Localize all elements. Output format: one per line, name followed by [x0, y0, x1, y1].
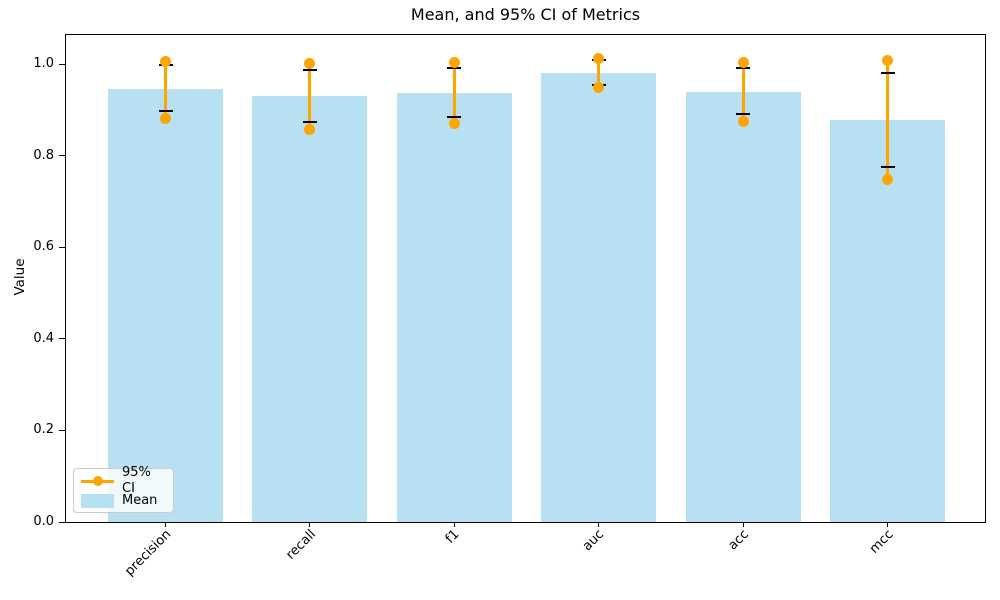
ci-dot-low-recall	[304, 123, 316, 135]
errorbar-cap-low-precision	[158, 110, 173, 113]
x-tick-mark	[598, 522, 600, 527]
legend-label-ci: 95% CI	[122, 465, 151, 496]
bar-precision	[108, 89, 223, 522]
ci-line-auc	[597, 58, 601, 88]
errorbar-cap-low-mcc	[880, 165, 895, 168]
ci-line-marker-icon	[81, 476, 114, 486]
mean-patch-marker-icon	[81, 493, 114, 508]
x-tick-label-mcc: mcc	[866, 527, 897, 557]
y-tick-label: 0.8	[33, 147, 54, 163]
errorbar-cap-high-acc	[736, 66, 751, 69]
plot-area	[65, 34, 986, 523]
ci-line-acc	[741, 62, 745, 122]
x-tick-mark	[309, 522, 311, 527]
errorbar-cap-high-recall	[302, 69, 317, 72]
ci-dot-low-f1	[448, 118, 460, 130]
x-tick-label-acc: acc	[725, 527, 752, 554]
ci-dot-high-precision	[160, 56, 171, 68]
ci-dot-low-precision	[160, 112, 171, 124]
legend-label-mean: Mean	[122, 492, 158, 508]
legend: 95% CI Mean	[73, 465, 174, 513]
y-tick-mark	[59, 338, 65, 340]
x-tick-label-f1: f1	[443, 527, 463, 547]
bar-mcc	[830, 120, 945, 522]
errorbar-cap-low-acc	[736, 113, 751, 116]
ci-line-f1	[452, 62, 456, 124]
x-tick-mark	[742, 522, 744, 527]
ci-dot-low-auc	[593, 82, 605, 94]
y-tick-mark	[59, 429, 65, 431]
x-tick-label-precision: precision	[122, 527, 175, 580]
errorbar-cap-high-f1	[447, 66, 462, 69]
ci-dot-high-mcc	[882, 55, 893, 67]
y-tick-mark	[59, 155, 65, 157]
x-tick-mark	[887, 522, 888, 527]
y-tick-mark	[59, 521, 65, 523]
chart-title: Mean, and 95% CI of Metrics	[410, 5, 641, 24]
ci-dot-high-auc	[593, 53, 605, 64]
bar-f1	[396, 92, 512, 522]
y-tick-label: 0.0	[33, 514, 54, 529]
ci-line-recall	[308, 63, 312, 130]
ci-dot-high-acc	[737, 56, 749, 68]
y-tick-mark	[59, 246, 65, 248]
ci-dot-low-acc	[737, 116, 749, 128]
bar-recall	[252, 96, 368, 522]
y-tick-label: 0.2	[33, 422, 54, 438]
ci-line-mcc	[886, 60, 889, 180]
errorbar-cap-low-f1	[447, 116, 462, 119]
y-tick-label: 0.4	[33, 330, 54, 346]
ci-dot-high-f1	[448, 56, 460, 68]
ci-dot-marker-icon	[93, 476, 103, 486]
ci-line-precision	[164, 61, 167, 119]
y-tick-mark	[59, 63, 65, 65]
x-tick-label-auc: auc	[580, 527, 608, 555]
x-tick-mark	[453, 522, 455, 527]
bar-auc	[541, 73, 657, 522]
legend-entry-ci: 95% CI	[81, 465, 166, 496]
x-tick-mark	[165, 522, 166, 527]
y-tick-label: 0.6	[33, 239, 54, 255]
ci-dot-high-recall	[304, 58, 316, 70]
legend-entry-mean: Mean	[81, 493, 166, 509]
ci-dot-low-mcc	[882, 173, 893, 185]
bar-acc	[685, 92, 801, 522]
y-tick-label: 1.0	[33, 56, 54, 71]
errorbar-cap-high-mcc	[880, 72, 895, 75]
errorbar-cap-low-recall	[302, 121, 317, 124]
x-tick-label-recall: recall	[282, 527, 319, 563]
